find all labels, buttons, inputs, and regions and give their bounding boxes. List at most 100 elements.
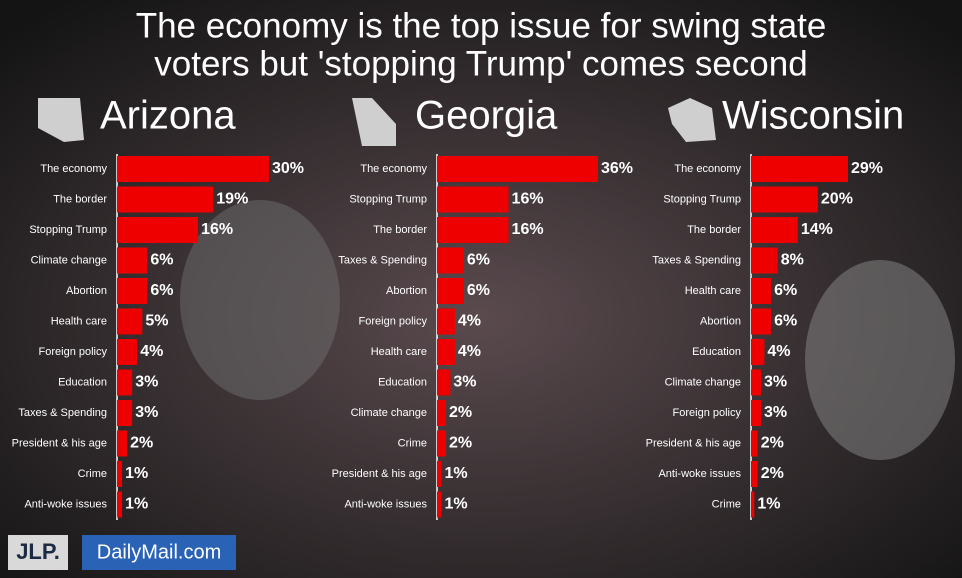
bar <box>117 186 214 213</box>
state-shape <box>352 98 396 146</box>
bar <box>117 461 123 487</box>
category-label: Foreign policy <box>673 407 742 419</box>
value-label: 30% <box>272 160 304 177</box>
bar <box>117 278 148 304</box>
category-label: President & his age <box>332 468 427 480</box>
category-label: Foreign policy <box>39 346 108 358</box>
value-label: 1% <box>125 496 148 513</box>
category-label: Crime <box>398 437 427 449</box>
value-label: 29% <box>851 160 883 177</box>
category-label: Health care <box>685 285 741 297</box>
value-label: 3% <box>135 404 158 421</box>
category-label: The border <box>687 224 741 236</box>
value-label: 8% <box>781 252 804 269</box>
category-label: Stopping Trump <box>29 224 107 236</box>
value-label: 16% <box>201 221 233 238</box>
bar <box>751 339 765 365</box>
logo-dailymail: DailyMail.com <box>97 541 221 563</box>
logo-box <box>8 535 68 570</box>
bar <box>437 339 455 365</box>
bar <box>437 156 598 182</box>
bar <box>437 308 455 335</box>
category-label: Education <box>378 376 427 388</box>
category-label: Abortion <box>386 285 427 297</box>
value-label: 5% <box>145 313 168 330</box>
category-label: The economy <box>40 163 107 175</box>
logo-jlp: JLP. <box>16 539 60 564</box>
value-label: 16% <box>512 191 544 208</box>
category-label: Climate change <box>351 407 427 419</box>
title-line: voters but 'stopping Trump' comes second <box>154 44 807 83</box>
bar <box>751 400 762 426</box>
category-label: President & his age <box>12 437 107 449</box>
value-label: 6% <box>774 313 797 330</box>
value-label: 6% <box>150 252 173 269</box>
bar <box>437 491 442 518</box>
category-label: Climate change <box>31 254 107 266</box>
category-label: Taxes & Spending <box>338 254 427 266</box>
bar <box>751 461 758 487</box>
photo-blur <box>180 200 340 400</box>
bar <box>751 217 798 243</box>
category-label: Anti-woke issues <box>344 498 427 510</box>
value-label: 2% <box>761 435 784 452</box>
bar <box>751 186 818 213</box>
category-label: Anti-woke issues <box>24 498 107 510</box>
value-label: 6% <box>467 282 490 299</box>
bar <box>117 430 128 457</box>
category-label: The economy <box>360 163 427 175</box>
bar <box>117 217 199 243</box>
bar <box>437 461 442 487</box>
category-label: Taxes & Spending <box>652 254 741 266</box>
category-label: Anti-woke issues <box>658 468 741 480</box>
logo-box <box>82 535 236 570</box>
bar <box>437 186 509 213</box>
category-label: Education <box>58 376 107 388</box>
value-label: 19% <box>216 191 248 208</box>
category-label: President & his age <box>646 437 741 449</box>
value-label: 14% <box>801 221 833 238</box>
bar <box>751 156 848 182</box>
category-label: Taxes & Spending <box>18 407 107 419</box>
bar <box>117 308 143 335</box>
category-label: The economy <box>674 163 741 175</box>
category-label: Stopping Trump <box>663 193 741 205</box>
value-label: 3% <box>764 404 787 421</box>
category-label: Abortion <box>700 315 741 327</box>
value-label: 4% <box>458 343 481 360</box>
bar <box>751 430 758 457</box>
value-label: 3% <box>453 374 476 391</box>
category-label: Stopping Trump <box>349 193 427 205</box>
bar <box>751 278 772 304</box>
value-label: 20% <box>821 191 853 208</box>
panel-title: Arizona <box>100 94 236 138</box>
value-label: 3% <box>764 374 787 391</box>
state-shape <box>668 98 716 142</box>
panel-title: Georgia <box>415 94 558 138</box>
category-label: Health care <box>371 346 427 358</box>
bar <box>117 339 138 365</box>
state-shape <box>38 98 84 142</box>
panel-title: Wisconsin <box>722 94 904 138</box>
value-label: 4% <box>458 313 481 330</box>
value-label: 2% <box>130 435 153 452</box>
value-label: 1% <box>444 465 467 482</box>
value-label: 4% <box>140 343 163 360</box>
value-label: 2% <box>449 435 472 452</box>
category-label: The border <box>53 193 107 205</box>
bar <box>117 156 269 182</box>
category-label: Crime <box>78 468 107 480</box>
category-label: Crime <box>712 498 741 510</box>
photo-blur <box>805 260 955 460</box>
value-label: 1% <box>444 496 467 513</box>
value-label: 1% <box>757 496 780 513</box>
bar <box>117 400 133 426</box>
value-label: 6% <box>774 282 797 299</box>
bar <box>437 369 451 396</box>
bar <box>751 247 778 274</box>
bar <box>437 217 509 243</box>
value-label: 16% <box>512 221 544 238</box>
bar <box>437 400 446 426</box>
